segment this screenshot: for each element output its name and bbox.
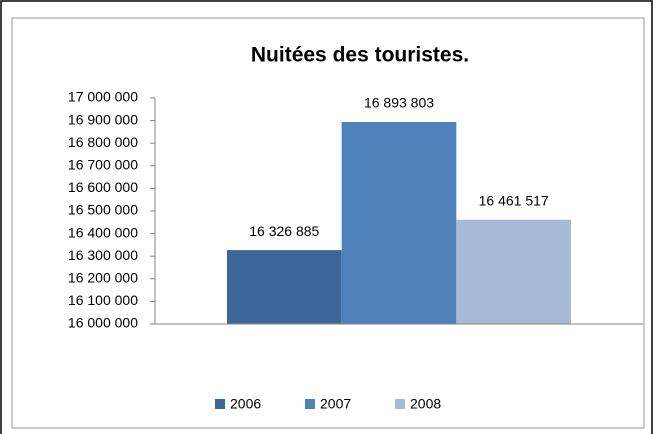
y-tick-label: 16 000 000 — [68, 315, 138, 331]
bar — [341, 122, 457, 324]
y-tick-label: 16 100 000 — [68, 292, 138, 308]
legend-swatch — [305, 399, 315, 409]
y-tick-label: 16 400 000 — [68, 224, 138, 240]
y-tick-label: 16 500 000 — [68, 202, 138, 218]
data-label: 16 326 885 — [249, 223, 319, 239]
y-tick-label: 16 800 000 — [68, 134, 138, 150]
y-tick-label: 16 200 000 — [68, 270, 138, 286]
bar — [226, 250, 342, 324]
legend-swatch — [215, 399, 225, 409]
legend-label: 2008 — [410, 396, 441, 412]
y-tick-label: 17 000 000 — [68, 89, 138, 105]
y-tick-label: 16 700 000 — [68, 157, 138, 173]
legend-swatch — [395, 399, 405, 409]
y-tick-label: 16 300 000 — [68, 247, 138, 263]
y-tick-label: 16 600 000 — [68, 179, 138, 195]
chart-title: Nuitées des touristes. — [251, 44, 469, 67]
legend-label: 2006 — [230, 396, 261, 412]
data-label: 16 893 803 — [364, 95, 434, 111]
y-tick-label: 16 900 000 — [68, 111, 138, 127]
data-label: 16 461 517 — [479, 192, 549, 208]
legend-label: 2007 — [320, 396, 351, 412]
bar — [456, 219, 572, 324]
